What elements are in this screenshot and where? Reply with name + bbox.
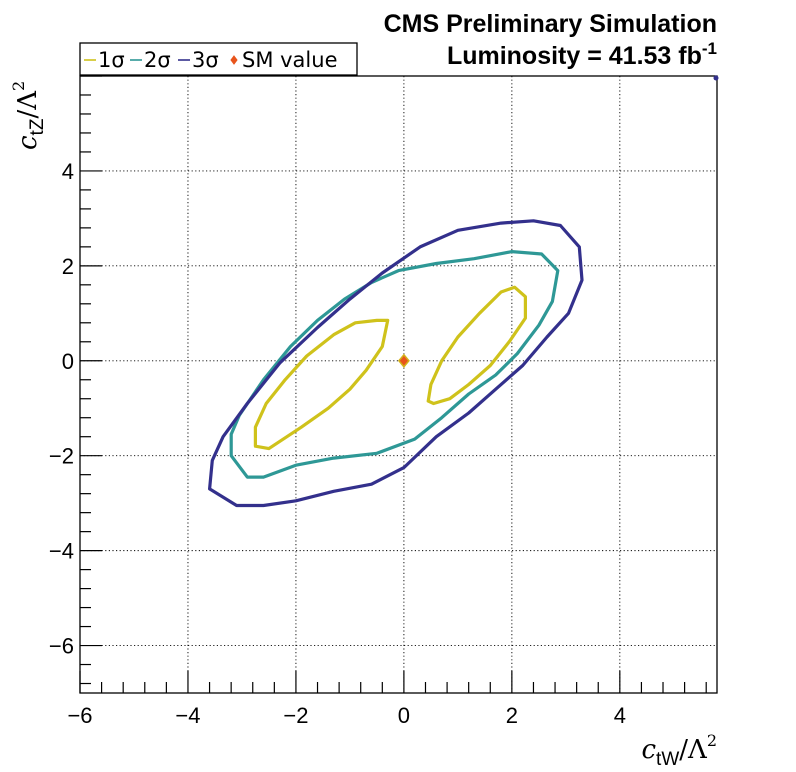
subtitle-superscript: -1 <box>702 39 717 58</box>
legend-item-1: 1σ <box>84 48 125 72</box>
x-tick-label: 4 <box>614 703 626 728</box>
x-tick-label: −4 <box>175 703 200 728</box>
legend-item-4: SM value <box>230 48 337 72</box>
y-tick-label: 4 <box>62 159 74 184</box>
x-tick-label: 2 <box>506 703 518 728</box>
legend-item-2: 2σ <box>130 48 171 72</box>
y-tick-label: −4 <box>49 539 74 564</box>
y-axis-title: ctZ/Λ2 <box>9 81 48 150</box>
y-tick-label: 0 <box>62 349 74 374</box>
legend-label: 2σ <box>144 48 171 72</box>
contour-1sigma-2 <box>426 285 527 406</box>
y-axis-title-group: ctZ/Λ2 <box>9 81 48 150</box>
x-tick-label: −2 <box>283 703 308 728</box>
axis-ticks <box>79 75 707 693</box>
chart-subtitle: Luminosity = 41.53 fb-1 <box>447 39 717 70</box>
x-tick-label: −6 <box>67 703 92 728</box>
legend: 1σ 2σ 3σ SM value <box>79 42 358 76</box>
x-tick-label: 0 <box>398 703 410 728</box>
legend-label: 3σ <box>192 48 219 72</box>
contour-2sigma-1 <box>229 250 560 479</box>
contour-1sigma-1 <box>253 318 390 451</box>
legend-item-3: 3σ <box>178 48 219 72</box>
sm-value-point <box>397 353 410 368</box>
y-tick-label: −2 <box>49 444 74 469</box>
plot-frame <box>79 75 718 694</box>
chart-title: CMS Preliminary Simulation <box>384 10 717 38</box>
legend-label: 1σ <box>98 48 125 72</box>
x-axis-title: ctW/Λ2 <box>641 731 717 770</box>
contour-3sigma-1 <box>208 219 584 508</box>
corner-marker <box>713 75 719 81</box>
y-tick-label: 2 <box>62 254 74 279</box>
y-tick-label: −6 <box>49 634 74 659</box>
contours <box>208 219 584 508</box>
legend-label: SM value <box>242 48 337 72</box>
legend-box <box>79 42 358 76</box>
legend-swatch-diamond <box>230 55 238 65</box>
tick-labels: −6 −4 −2 0 2 4 −6 −4 −2 0 2 4 <box>49 159 626 728</box>
subtitle-text: Luminosity = 41.53 fb <box>447 42 702 70</box>
plot-frame-rect <box>79 75 718 694</box>
